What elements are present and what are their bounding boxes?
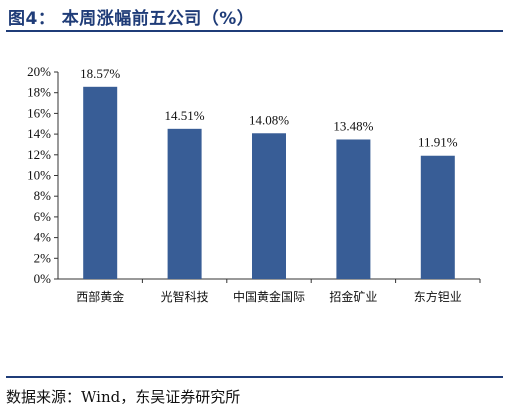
category-label: 招金矿业 xyxy=(329,289,377,304)
y-tick-label: 20% xyxy=(27,64,51,79)
source-note: 数据来源：Wind，东吴证券研究所 xyxy=(6,388,241,406)
data-label: 13.48% xyxy=(333,118,373,133)
source-rule xyxy=(6,376,503,378)
data-label: 14.08% xyxy=(249,112,289,127)
bar xyxy=(336,139,371,279)
data-label: 14.51% xyxy=(165,108,205,123)
data-label: 11.91% xyxy=(418,135,458,150)
bar xyxy=(420,155,455,279)
y-tick-label: 18% xyxy=(27,85,51,100)
y-tick-label: 2% xyxy=(34,250,52,265)
category-label: 东方钽业 xyxy=(414,289,462,304)
y-tick-label: 14% xyxy=(27,126,51,141)
category-label: 西部黄金 xyxy=(76,289,124,304)
title-rule xyxy=(6,30,503,32)
bar xyxy=(252,133,286,279)
category-labels: 西部黄金 光智科技 中国黄金国际 招金矿业 东方钽业 xyxy=(76,279,481,304)
data-labels: 18.57% 14.51% 14.08% 13.48% 11.91% xyxy=(80,66,458,150)
category-label: 光智科技 xyxy=(161,289,209,304)
category-label: 中国黄金国际 xyxy=(233,289,305,304)
y-tick-label: 4% xyxy=(34,230,52,245)
bar-chart: 0% 2% 4% 6% 8% 10% 12% 14% 16% 18% 20% 18.57% 14.51… xyxy=(27,64,481,304)
bar-series xyxy=(83,86,455,279)
y-tick-label: 10% xyxy=(27,168,51,183)
bar xyxy=(83,86,118,279)
y-tick-label: 6% xyxy=(34,209,52,224)
figure-title: 图4： 本周涨幅前五公司（%） xyxy=(8,9,255,29)
bar xyxy=(167,128,202,279)
y-tick-label: 8% xyxy=(34,188,52,203)
data-label: 18.57% xyxy=(80,66,120,81)
y-tick-label: 12% xyxy=(27,147,51,162)
y-tick-label: 0% xyxy=(34,271,52,286)
y-tick-labels: 0% 2% 4% 6% 8% 10% 12% 14% 16% 18% 20% xyxy=(27,64,58,286)
y-tick-label: 16% xyxy=(27,105,51,120)
